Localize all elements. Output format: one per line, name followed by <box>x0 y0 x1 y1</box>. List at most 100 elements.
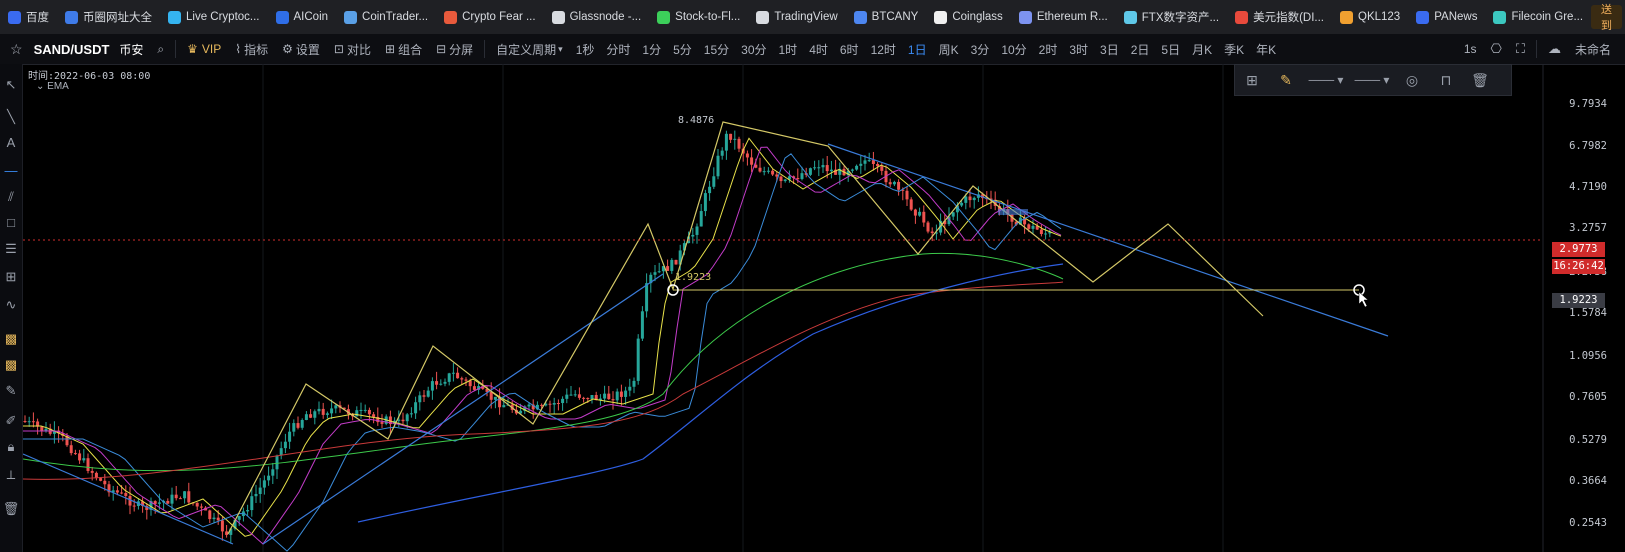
compare-button[interactable]: ⊡ 对比 <box>327 41 378 58</box>
period-tab[interactable]: 3时 <box>1069 42 1089 57</box>
rectangle-icon[interactable]: □ <box>7 215 15 230</box>
cloud-icon[interactable]: ☁ <box>1547 41 1561 56</box>
period-tab[interactable]: 12时 <box>870 42 896 57</box>
period-tab[interactable]: 1秒 <box>575 42 595 57</box>
candle-body <box>645 283 649 312</box>
grid-icon[interactable]: ⊞ <box>5 269 17 284</box>
period-tab[interactable]: 4时 <box>809 42 828 57</box>
period-tab[interactable]: 1时 <box>778 42 798 57</box>
lock-drawing-icon[interactable]: ⊓ <box>1440 71 1452 88</box>
pattern-icon[interactable]: ▩ <box>4 331 18 346</box>
aicoin-icon <box>275 10 289 24</box>
brush-icon[interactable]: ✎ <box>5 383 17 398</box>
bookmark-item[interactable]: CoinTrader... <box>336 0 436 34</box>
period-tab[interactable]: 1分 <box>642 42 662 57</box>
star-icon[interactable]: ☆ <box>10 40 23 57</box>
period-tab[interactable]: 6时 <box>839 42 859 57</box>
candle-body <box>183 491 187 499</box>
candle-body <box>225 531 229 535</box>
split-button[interactable]: ⊟ 分屏 <box>429 41 480 58</box>
candle-body <box>342 407 346 410</box>
period-tab[interactable]: 15分 <box>703 42 730 57</box>
fullscreen-icon[interactable]: ⛶ <box>1515 41 1525 56</box>
pattern-alt-icon[interactable]: ▩ <box>4 357 18 372</box>
pencil-icon[interactable]: ✐ <box>5 413 17 428</box>
custom-period-dropdown[interactable]: 自定义周期 ▾ <box>489 41 570 58</box>
bookmark-item[interactable]: 百度 <box>0 0 57 34</box>
interval-label[interactable]: 1s <box>1463 42 1477 56</box>
fork-icon[interactable]: ⫽ <box>8 189 14 204</box>
bookmark-item[interactable]: Crypto Fear ... <box>436 0 544 34</box>
trash-icon[interactable]: 🗑︎ <box>2 501 20 516</box>
period-tab[interactable]: 分时 <box>606 42 631 57</box>
bookmark-item[interactable]: BTCANY <box>846 0 927 34</box>
bookmark-item[interactable]: QKL123 <box>1332 0 1408 34</box>
bookmark-item[interactable]: 币圈网址大全 <box>57 0 160 34</box>
period-tab[interactable]: 30分 <box>741 42 767 57</box>
candlestick-chart[interactable]: 8.4876 1.9223 <box>23 64 1575 552</box>
bookmark-item[interactable]: FTX数字资产... <box>1116 0 1227 34</box>
period-tab[interactable]: 10分 <box>1001 42 1027 57</box>
candle-body <box>519 410 523 414</box>
delete-drawing-icon[interactable]: 🗑︎ <box>1471 71 1489 88</box>
candle-body <box>926 222 930 232</box>
send-to-phone-button[interactable]: 发送到手 <box>1591 4 1623 32</box>
period-tab[interactable]: 5分 <box>673 42 692 57</box>
period-tab[interactable]: 2时 <box>1038 42 1058 57</box>
camera-icon[interactable]: ⎔ <box>1490 41 1502 56</box>
search-icon[interactable]: ⌕ <box>157 41 165 56</box>
horizontal-line-icon[interactable]: — <box>4 163 18 178</box>
combine-button[interactable]: ⊞ 组合 <box>378 41 429 58</box>
bookmark-item[interactable]: PANews <box>1408 0 1485 34</box>
indicators-button[interactable]: ⌇ 指标 <box>228 41 275 58</box>
period-tab[interactable]: 2日 <box>1130 42 1150 57</box>
fib-icon[interactable]: ☰ <box>5 241 17 256</box>
lock-icon[interactable]: 🔒︎ <box>7 439 15 454</box>
pencil-color-icon[interactable]: ✎ <box>1280 71 1292 88</box>
ruler-icon[interactable]: ⟂ <box>6 467 16 482</box>
period-tab[interactable]: 5日 <box>1161 42 1181 57</box>
unnamed-layout[interactable]: 未命名 <box>1574 42 1611 57</box>
candle-body <box>90 470 94 473</box>
candle-body <box>447 373 451 382</box>
period-tab[interactable]: 3日 <box>1100 42 1119 57</box>
period-tab[interactable]: 季K <box>1224 42 1245 57</box>
bookmark-item[interactable]: TradingView <box>748 0 845 34</box>
bookmark-item[interactable]: Filecoin Gre... <box>1485 0 1591 34</box>
period-tab[interactable]: 月K <box>1192 42 1213 57</box>
text-tool-icon[interactable]: A <box>6 135 16 150</box>
ema-indicator-label[interactable]: ⌄ EMA <box>36 81 69 92</box>
settings-button[interactable]: ⚙ 设置 <box>275 41 327 58</box>
trendline-icon[interactable]: ╲ <box>7 109 15 124</box>
candle-body <box>762 171 766 173</box>
bookmark-item[interactable]: Stock-to-Fl... <box>649 0 748 34</box>
bookmark-item[interactable]: 美元指数(DI... <box>1227 0 1332 34</box>
candle-body <box>817 167 821 169</box>
period-tab[interactable]: 周K <box>938 42 959 57</box>
bookmark-item[interactable]: Coinglass <box>926 0 1011 34</box>
period-tab[interactable]: 3分 <box>970 42 990 57</box>
candle-body <box>876 164 880 167</box>
ftx-icon <box>1123 10 1137 24</box>
period-tab[interactable]: 1日 <box>907 42 927 57</box>
template-icon[interactable]: ⊞ <box>1246 71 1258 88</box>
candle-body <box>313 411 317 418</box>
vip-button[interactable]: ♛ VIP <box>180 42 228 56</box>
bookmark-item[interactable]: Ethereum R... <box>1011 0 1116 34</box>
wave-icon[interactable]: ∿ <box>5 297 17 312</box>
line-style-dropdown[interactable]: ─── ▾ <box>1308 73 1344 87</box>
cursor-icon[interactable]: ↖ <box>5 77 17 92</box>
visibility-icon[interactable]: ◎ <box>1405 71 1419 88</box>
line-width-dropdown[interactable]: ─── ▾ <box>1354 73 1390 87</box>
bookmark-item[interactable]: Glassnode -... <box>544 0 650 34</box>
candle-body <box>918 211 922 216</box>
bookmark-item[interactable]: Live Cryptoc... <box>160 0 268 34</box>
bookmark-item[interactable]: AICoin <box>268 0 337 34</box>
candle-body <box>195 502 199 507</box>
symbol-label[interactable]: SAND/USDT <box>33 41 110 57</box>
candle-body <box>233 519 237 529</box>
exchange-label[interactable]: 币安 <box>119 42 144 57</box>
period-tab[interactable]: 年K <box>1256 42 1277 57</box>
candle-body <box>796 178 800 180</box>
price-tick-label: 1.5784 <box>1569 307 1607 319</box>
